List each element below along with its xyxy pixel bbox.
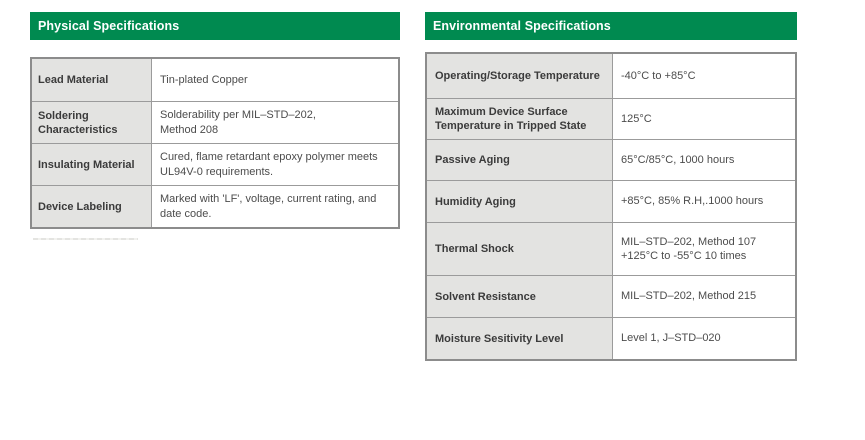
row-label: Maximum Device Surface Temperature in Tr… <box>427 99 613 139</box>
row-label: Insulating Material <box>32 144 152 185</box>
physical-specifications-table: Lead Material Tin-plated Copper Solderin… <box>30 57 400 229</box>
row-value: Tin-plated Copper <box>160 73 248 86</box>
environmental-specifications-table: Operating/Storage Temperature -40°C to +… <box>425 52 797 361</box>
table-row: Soldering Characteristics Solderability … <box>32 101 398 143</box>
table-row: Thermal Shock MIL–STD–202, Method 107 +1… <box>427 222 795 275</box>
row-value: Cured, flame retardant epoxy polymer mee… <box>160 151 378 178</box>
scan-artifact-line <box>33 238 138 240</box>
row-label: Operating/Storage Temperature <box>427 54 613 98</box>
section-header-environmental: Environmental Specifications <box>425 12 797 40</box>
environmental-specifications-panel: Environmental Specifications Operating/S… <box>425 12 797 361</box>
physical-specifications-panel: Physical Specifications Lead Material Ti… <box>30 12 400 229</box>
section-title-physical: Physical Specifications <box>38 19 180 33</box>
table-row: Lead Material Tin-plated Copper <box>32 59 398 101</box>
section-header-physical: Physical Specifications <box>30 12 400 40</box>
row-value: 125°C <box>621 112 652 125</box>
row-value: Marked with 'LF', voltage, current ratin… <box>160 193 377 220</box>
row-value: MIL–STD–202, Method 215 <box>621 290 757 303</box>
row-value: Level 1, J–STD–020 <box>621 332 721 345</box>
row-label: Soldering Characteristics <box>32 102 152 143</box>
row-label: Passive Aging <box>427 140 613 180</box>
table-row: Moisture Sesitivity Level Level 1, J–STD… <box>427 317 795 359</box>
table-row: Maximum Device Surface Temperature in Tr… <box>427 98 795 139</box>
row-value: +85°C, 85% R.H,.1000 hours <box>621 195 764 208</box>
table-row: Humidity Aging +85°C, 85% R.H,.1000 hour… <box>427 180 795 222</box>
row-label: Humidity Aging <box>427 181 613 222</box>
row-label: Thermal Shock <box>427 223 613 275</box>
row-label: Device Labeling <box>32 186 152 227</box>
table-row: Operating/Storage Temperature -40°C to +… <box>427 54 795 98</box>
table-row: Passive Aging 65°C/85°C, 1000 hours <box>427 139 795 180</box>
table-row: Device Labeling Marked with 'LF', voltag… <box>32 185 398 227</box>
section-title-environmental: Environmental Specifications <box>433 19 611 33</box>
table-row: Insulating Material Cured, flame retarda… <box>32 143 398 185</box>
row-value: Solderability per MIL–STD–202, Method 20… <box>160 109 316 136</box>
row-label: Moisture Sesitivity Level <box>427 318 613 359</box>
row-value: -40°C to +85°C <box>621 69 696 82</box>
row-label: Solvent Resistance <box>427 276 613 317</box>
row-value: 65°C/85°C, 1000 hours <box>621 153 735 166</box>
row-label: Lead Material <box>32 59 152 101</box>
table-row: Solvent Resistance MIL–STD–202, Method 2… <box>427 275 795 317</box>
row-value: MIL–STD–202, Method 107 +125°C to -55°C … <box>621 235 757 263</box>
